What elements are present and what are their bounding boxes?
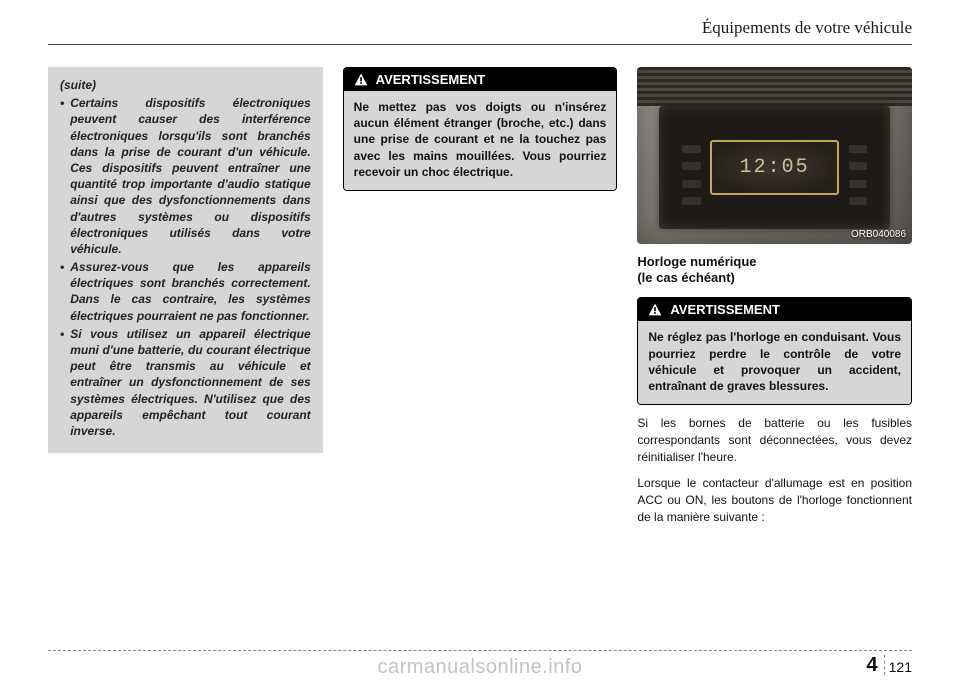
section-header: Équipements de votre véhicule bbox=[48, 18, 912, 44]
radio-buttons-right bbox=[849, 140, 867, 209]
image-caption: ORB040086 bbox=[851, 229, 906, 240]
clock-display: 12:05 bbox=[710, 140, 839, 194]
suite-label: (suite) bbox=[60, 77, 311, 93]
footer-rule bbox=[48, 650, 912, 651]
list-item: Si vous utilisez un appareil électrique … bbox=[60, 326, 311, 439]
column-right: 12:05 ORB040086 Horloge numérique (le ca… bbox=[637, 67, 912, 526]
warning-icon bbox=[648, 303, 662, 316]
warning-header: AVERTISSEMENT bbox=[344, 68, 617, 91]
warning-title: AVERTISSEMENT bbox=[670, 302, 780, 317]
warning-body: Ne réglez pas l'horloge en conduisant. V… bbox=[638, 321, 911, 404]
column-left: (suite) Certains dispositifs électroniqu… bbox=[48, 67, 323, 526]
radio-image: 12:05 ORB040086 bbox=[637, 67, 912, 244]
warning-box-clock: AVERTISSEMENT Ne réglez pas l'horloge en… bbox=[637, 297, 912, 405]
page-num: 121 bbox=[889, 659, 912, 675]
warning-title: AVERTISSEMENT bbox=[376, 72, 486, 87]
warning-header: AVERTISSEMENT bbox=[638, 298, 911, 321]
warning-box-outlet: AVERTISSEMENT Ne mettez pas vos doigts o… bbox=[343, 67, 618, 191]
dash-vents bbox=[637, 67, 912, 106]
continuation-box: (suite) Certains dispositifs électroniqu… bbox=[48, 67, 323, 453]
list-item: Assurez-vous que les appareils électriqu… bbox=[60, 259, 311, 324]
subsection-heading: Horloge numérique (le cas échéant) bbox=[637, 254, 912, 288]
watermark: carmanualsonline.info bbox=[377, 656, 582, 679]
column-middle: AVERTISSEMENT Ne mettez pas vos doigts o… bbox=[343, 67, 618, 526]
page-number: 4 121 bbox=[867, 655, 912, 675]
manual-page: Équipements de votre véhicule (suite) Ce… bbox=[0, 0, 960, 689]
radio-face: 12:05 bbox=[659, 106, 890, 230]
warning-body: Ne mettez pas vos doigts ou n'insérez au… bbox=[344, 91, 617, 190]
header-rule bbox=[48, 44, 912, 45]
paragraph: Si les bornes de batterie ou les fusible… bbox=[637, 415, 912, 465]
warning-icon bbox=[354, 73, 368, 86]
radio-buttons-left bbox=[682, 140, 700, 209]
content-columns: (suite) Certains dispositifs électroniqu… bbox=[48, 67, 912, 526]
bullet-list: Certains dispositifs électroniques peuve… bbox=[60, 95, 311, 439]
paragraph: Lorsque le contacteur d'allumage est en … bbox=[637, 475, 912, 525]
list-item: Certains dispositifs électroniques peuve… bbox=[60, 95, 311, 257]
chapter-number: 4 bbox=[867, 655, 885, 675]
